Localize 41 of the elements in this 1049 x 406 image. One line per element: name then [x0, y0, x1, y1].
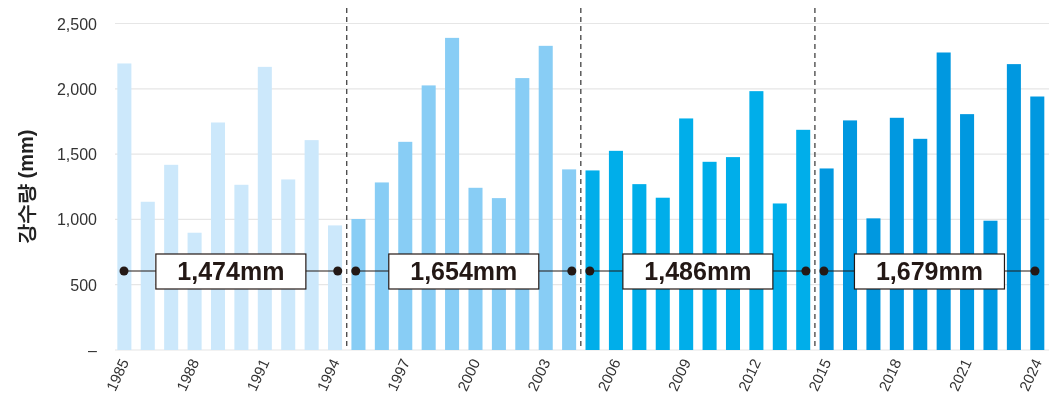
x-tick-label: 1991 [243, 356, 273, 394]
annotation: 1,654mm [410, 257, 518, 285]
bar [328, 225, 343, 350]
bar [304, 140, 319, 350]
bar [608, 150, 623, 350]
bar [374, 182, 389, 350]
bar [562, 169, 577, 350]
y-tick-label: 2,000 [56, 80, 98, 98]
x-tick-label: 2012 [734, 356, 765, 394]
x-tick-label: 1988 [172, 356, 203, 394]
x-tick-label: 1994 [313, 356, 343, 394]
y-tick-label: – [88, 342, 98, 359]
bar [1030, 96, 1045, 350]
x-tick-label: 2018 [875, 356, 905, 394]
annotation: 1,679mm [875, 257, 983, 285]
x-tick-label: 2006 [594, 356, 624, 394]
y-tick-label: 1,000 [56, 211, 98, 229]
x-tick-label: 2009 [664, 356, 694, 394]
bar [819, 168, 834, 350]
bar [117, 63, 132, 350]
x-tick-label: 2000 [453, 356, 484, 394]
bar [796, 129, 811, 350]
bar [538, 45, 553, 350]
y-tick-label: 1,500 [56, 146, 98, 164]
bar [585, 170, 600, 350]
annotation: 1,486mm [644, 257, 752, 285]
y-tick-label: 2,500 [56, 15, 98, 33]
x-tick-label: 1997 [383, 356, 413, 394]
annotation: 1,474mm [177, 257, 285, 285]
x-tick-label: 2015 [804, 356, 835, 394]
bar [772, 203, 787, 350]
y-axis-title: 강수량 (mm) [15, 129, 37, 244]
x-tick-label: 2021 [945, 356, 975, 394]
bar [140, 201, 155, 350]
x-tick-label: 2003 [523, 356, 554, 394]
bar [843, 120, 858, 350]
y-tick-label: 500 [70, 276, 98, 294]
bar [351, 219, 366, 350]
x-tick-label: 1985 [102, 356, 133, 394]
x-tick-label: 2024 [1015, 356, 1046, 394]
bar [1006, 64, 1021, 350]
